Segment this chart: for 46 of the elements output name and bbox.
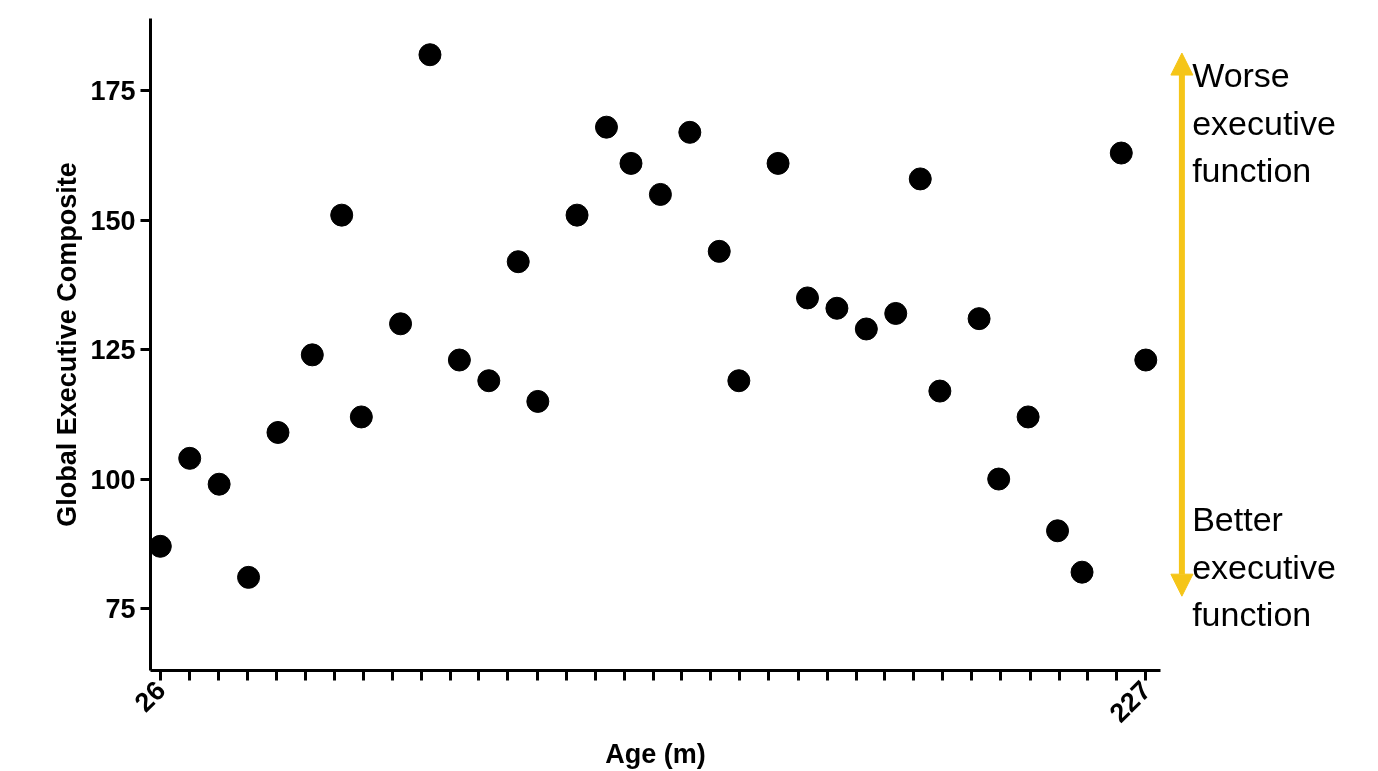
point <box>884 301 908 325</box>
point <box>987 467 1011 491</box>
point <box>178 446 202 470</box>
point <box>266 420 290 444</box>
point <box>389 312 413 336</box>
point <box>207 472 231 496</box>
point <box>648 182 672 206</box>
point <box>330 203 354 227</box>
y-tick-label: 175 <box>90 76 136 107</box>
point <box>707 239 731 263</box>
text: Worse executive function <box>1192 56 1336 190</box>
point <box>766 151 790 175</box>
point <box>727 369 751 393</box>
point <box>418 43 442 67</box>
x-tick-label: 227 <box>1103 675 1157 729</box>
point <box>477 369 501 393</box>
y-tick-label: 75 <box>105 593 136 624</box>
point <box>150 534 172 558</box>
text: Better executive function <box>1192 500 1336 634</box>
point <box>1134 348 1158 372</box>
y-axis-title: Global Executive Composite <box>52 162 83 527</box>
point <box>967 307 991 331</box>
point <box>825 296 849 320</box>
x-axis-title: Age (m) <box>605 738 706 769</box>
point <box>1016 405 1040 429</box>
point <box>619 151 643 175</box>
point <box>928 379 952 403</box>
point <box>300 343 324 367</box>
point <box>349 405 373 429</box>
point <box>1070 560 1094 584</box>
y-tick-label: 125 <box>90 335 136 366</box>
point <box>565 203 589 227</box>
point <box>594 115 618 139</box>
point <box>678 120 702 144</box>
point <box>447 348 471 372</box>
point <box>237 565 261 589</box>
point <box>526 389 550 413</box>
point <box>1109 141 1133 165</box>
point <box>908 167 932 191</box>
x-tick-label: 26 <box>128 675 172 718</box>
point <box>1046 519 1070 543</box>
point <box>506 250 530 274</box>
y-tick-label: 150 <box>90 205 136 236</box>
point <box>854 317 878 341</box>
point <box>795 286 819 310</box>
y-tick-label: 100 <box>90 464 136 495</box>
